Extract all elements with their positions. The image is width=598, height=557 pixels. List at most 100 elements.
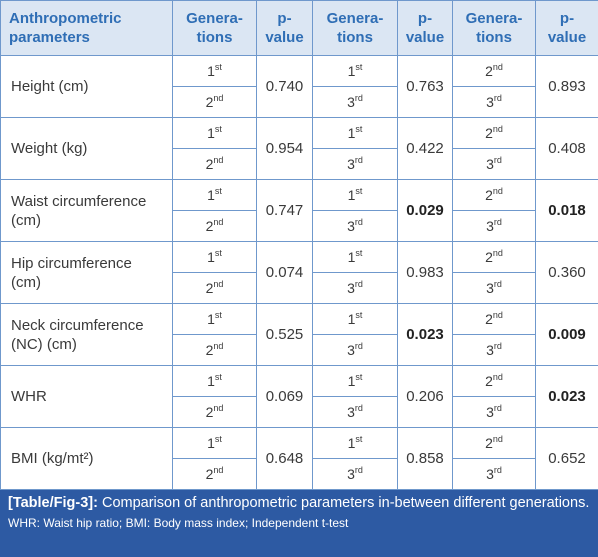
- p-value-cell: 0.422: [398, 118, 453, 180]
- header-text: tions: [337, 29, 373, 46]
- generation-cell: 1st: [173, 304, 257, 335]
- header-text: Genera-: [186, 10, 243, 27]
- generation-suffix: nd: [493, 124, 503, 134]
- generation-cell: 1st: [313, 118, 398, 149]
- generation-cell: 3rd: [313, 273, 398, 304]
- generation-suffix: nd: [493, 186, 503, 196]
- generation-suffix: rd: [355, 403, 363, 413]
- generation-cell: 2nd: [453, 118, 536, 149]
- generation-number: 3: [347, 404, 355, 420]
- generation-number: 2: [485, 63, 493, 79]
- generation-suffix: nd: [213, 93, 223, 103]
- p-value-cell: 0.763: [398, 56, 453, 118]
- generation-cell: 1st: [173, 428, 257, 459]
- generation-cell: 2nd: [453, 304, 536, 335]
- generation-number: 1: [207, 63, 215, 79]
- generation-suffix: nd: [213, 155, 223, 165]
- generation-suffix: st: [215, 186, 222, 196]
- generation-cell: 3rd: [313, 459, 398, 490]
- generation-number: 1: [207, 187, 215, 203]
- generation-cell: 1st: [173, 366, 257, 397]
- header-text: tions: [476, 29, 512, 46]
- header-text: Genera-: [466, 10, 523, 27]
- generation-suffix: rd: [355, 341, 363, 351]
- parameter-cell: WHR: [1, 366, 173, 428]
- generation-number: 2: [485, 125, 493, 141]
- caption-text: Comparison of anthropometric parameters …: [102, 495, 589, 511]
- generation-cell: 2nd: [453, 428, 536, 459]
- generation-suffix: st: [355, 372, 362, 382]
- header-cell: Genera-tions: [313, 1, 398, 56]
- header-cell: Anthropometric parameters: [1, 1, 173, 56]
- generation-number: 1: [207, 435, 215, 451]
- generation-number: 3: [347, 280, 355, 296]
- header-cell: p-value: [536, 1, 598, 56]
- generation-number: 2: [485, 249, 493, 265]
- caption-label: [Table/Fig-3]:: [8, 495, 98, 511]
- p-value-cell: 0.074: [257, 242, 313, 304]
- generation-cell: 3rd: [453, 335, 536, 366]
- parameter-cell: Waist circumference (cm): [1, 180, 173, 242]
- generation-cell: 2nd: [173, 273, 257, 304]
- header-text: p-: [560, 10, 574, 27]
- generation-number: 3: [347, 342, 355, 358]
- generation-suffix: nd: [493, 248, 503, 258]
- generation-cell: 3rd: [453, 211, 536, 242]
- generation-cell: 2nd: [453, 180, 536, 211]
- p-value-cell: 0.652: [536, 428, 598, 490]
- p-value-cell: 0.893: [536, 56, 598, 118]
- generation-cell: 3rd: [313, 211, 398, 242]
- generation-suffix: st: [355, 124, 362, 134]
- header-cell: p-value: [257, 1, 313, 56]
- generation-cell: 1st: [313, 428, 398, 459]
- header-text: value: [548, 29, 586, 46]
- generation-suffix: st: [355, 62, 362, 72]
- generation-cell: 1st: [313, 366, 398, 397]
- generation-cell: 3rd: [313, 335, 398, 366]
- generation-suffix: rd: [494, 155, 502, 165]
- generation-cell: 1st: [313, 304, 398, 335]
- generation-suffix: st: [215, 434, 222, 444]
- generation-cell: 1st: [173, 242, 257, 273]
- generation-suffix: rd: [494, 341, 502, 351]
- generation-number: 3: [347, 156, 355, 172]
- p-value-cell: 0.983: [398, 242, 453, 304]
- generation-suffix: st: [355, 434, 362, 444]
- generation-number: 3: [486, 156, 494, 172]
- generation-suffix: rd: [355, 465, 363, 475]
- generation-suffix: rd: [355, 217, 363, 227]
- generation-suffix: rd: [355, 93, 363, 103]
- header-text: parameters: [9, 29, 90, 46]
- generation-number: 2: [485, 187, 493, 203]
- generation-cell: 2nd: [453, 366, 536, 397]
- generation-suffix: st: [215, 372, 222, 382]
- header-text: value: [406, 29, 444, 46]
- generation-number: 3: [486, 94, 494, 110]
- generation-suffix: rd: [355, 279, 363, 289]
- generation-cell: 2nd: [173, 87, 257, 118]
- p-value-cell: 0.648: [257, 428, 313, 490]
- generation-number: 2: [485, 435, 493, 451]
- generation-suffix: rd: [355, 155, 363, 165]
- generation-number: 1: [207, 249, 215, 265]
- generation-number: 2: [485, 373, 493, 389]
- generation-cell: 2nd: [173, 397, 257, 428]
- generation-cell: 1st: [173, 118, 257, 149]
- generation-suffix: st: [215, 248, 222, 258]
- generation-cell: 3rd: [453, 87, 536, 118]
- p-value-cell: 0.525: [257, 304, 313, 366]
- generation-cell: 1st: [173, 180, 257, 211]
- generation-number: 3: [347, 218, 355, 234]
- generation-cell: 3rd: [453, 397, 536, 428]
- caption-note: WHR: Waist hip ratio; BMI: Body mass ind…: [8, 515, 590, 531]
- header-text: Anthropometric: [9, 10, 122, 27]
- generation-suffix: st: [355, 186, 362, 196]
- generation-cell: 2nd: [173, 335, 257, 366]
